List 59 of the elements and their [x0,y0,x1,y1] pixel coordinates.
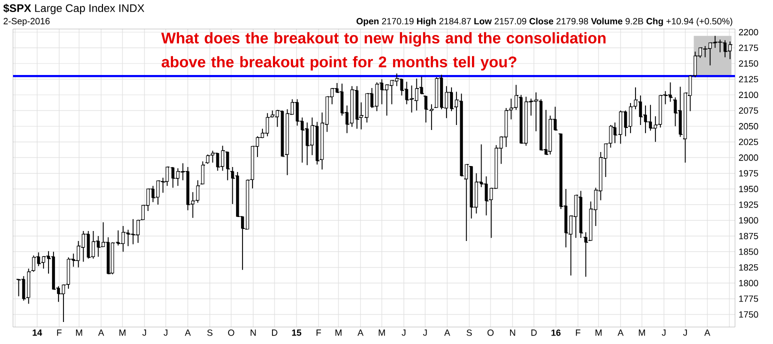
x-tick-label: M [638,330,645,336]
x-tick-label: O [487,330,494,336]
x-tick-label: A [184,330,191,336]
y-tick-label: 2075 [738,107,758,114]
x-tick-label: F [316,330,321,336]
x-tick-label: A [98,330,104,336]
y-tick-label: 1850 [739,248,758,255]
chart-title: $SPX Large Cap Index INDX [3,4,144,14]
y-tick-label: 2200 [738,28,758,36]
y-tick-label: 1950 [739,186,758,192]
x-tick-label: A [358,330,364,336]
candlestick [201,160,204,184]
y-tick-label: 1775 [739,296,758,302]
y-tick-label: 1750 [739,311,758,318]
y-tick-label: 1875 [739,232,758,240]
x-tick-label: J [423,330,427,336]
x-tick-label: N [510,330,516,336]
x-tick-label: M [596,330,602,336]
x-tick-label: A [444,330,450,336]
x-tick-label: M [76,330,82,336]
annotation: What does the breakout to new highs and the consolidation above the breakout point for 2 months tell you? [161,32,606,70]
x-tick-label: J [142,330,146,336]
y-tick-label: 1800 [739,280,758,286]
y-tick-label: 1975 [739,170,758,176]
x-tick-label: N [250,330,256,336]
y-tick-label: 1925 [739,201,758,208]
x-tick-label: M [119,330,126,336]
y-tick-label: 2175 [738,44,758,51]
x-tick-label: M [335,330,342,336]
x-tick-label: J [164,330,168,336]
x-tick-label: J [402,330,406,336]
x-tick-label: F [57,330,62,336]
x-tick-label: J [662,330,666,336]
y-tick-label: 2150 [738,60,758,67]
x-tick-label: A [704,330,710,336]
y-tick-label: 2000 [738,154,758,161]
x-tick-label: D [531,330,537,336]
y-tick-label: 2125 [738,76,758,82]
y-tick-label: 2050 [738,123,758,130]
x-tick-label: 15 [292,330,302,336]
chart-subtitle: 2-Sep-2016 [4,18,50,26]
x-tick-label: O [228,330,234,336]
x-tick-label: 16 [552,330,561,336]
x-tick-label: 14 [32,330,42,336]
candlestick [206,154,210,164]
y-tick-label: 2100 [738,92,758,98]
candlestick [32,255,36,272]
y-tick-label: 2025 [738,138,758,146]
x-tick-label: J [683,330,687,336]
x-tick-label: F [576,330,580,336]
x-tick-label: A [618,330,624,336]
x-tick-label: S [207,330,212,336]
x-tick-label: D [272,330,278,336]
y-tick-label: 1900 [739,217,758,224]
x-tick-label: S [466,330,472,336]
x-tick-label: M [378,330,385,336]
text: Open 2170.19 High 2184.87 Low 2157.09 Close 2179.98 Volume 9.2B Chg +10.94 (+0.50%) [356,18,732,26]
y-tick-label: 1825 [739,264,758,271]
candlestick [196,180,200,204]
